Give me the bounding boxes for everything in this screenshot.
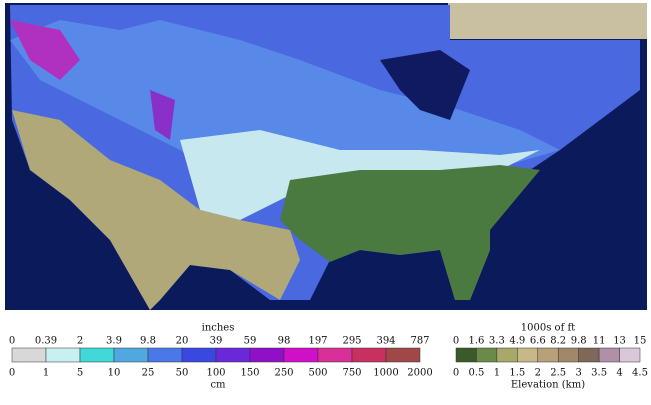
top-label: 8.2 [550,336,566,347]
canada-land [448,3,647,39]
top-label: 9.8 [140,336,156,347]
color-swatch [537,347,559,363]
snow-light [180,130,540,220]
snow-mid [10,20,560,180]
top-label: 20 [176,336,189,347]
bottom-label: 3 [575,368,581,379]
legend-unit: cm [210,380,226,391]
legend-unit: Elevation (km) [511,380,585,391]
top-label: 15 [634,336,647,347]
top-label: 6.6 [530,336,546,347]
bottom-label: 150 [240,368,259,379]
bottom-label: 250 [274,368,293,379]
color-swatch [147,347,183,363]
color-swatch [45,347,81,363]
color-swatch [496,347,518,363]
snow-legend: inches cm 0 0.39 2 3.9 9.8 20 39 59 98 197 295 394 7… [9,323,433,391]
top-label: 0.39 [35,336,57,347]
bottom-label: 25 [142,368,155,379]
color-swatch [476,347,498,363]
bottom-label: 4 [616,368,622,379]
top-label: 787 [410,336,429,347]
top-label: 394 [376,336,395,347]
color-swatch [11,347,47,363]
top-label: 1.6 [468,336,484,347]
top-label: 98 [278,336,291,347]
color-swatch [283,347,319,363]
bottom-label: 1 [494,368,500,379]
bottom-label: 5 [77,368,83,379]
bottom-label: 3.5 [591,368,607,379]
bottom-label: 0 [453,368,459,379]
legend-title: 1000s of ft [521,323,575,334]
bottom-label: 2 [535,368,541,379]
bottom-label: 50 [176,368,189,379]
map [5,3,647,310]
color-swatch [455,347,477,363]
snow-heavy-nw [10,20,80,80]
bottom-label: 0.5 [468,368,484,379]
color-swatch [249,347,285,363]
top-label: 13 [613,336,626,347]
bottom-label: 500 [308,368,327,379]
bottom-label: 10 [108,368,121,379]
top-label: 0 [453,336,459,347]
color-swatch [598,347,620,363]
color-swatch [317,347,353,363]
color-swatch [79,347,115,363]
top-label: 295 [342,336,361,347]
top-label: 39 [210,336,223,347]
top-label: 4.9 [509,336,525,347]
bottom-label: 0 [9,368,15,379]
color-swatch [113,347,149,363]
color-swatch [578,347,600,363]
bottom-label: 750 [342,368,361,379]
top-label: 2 [77,336,83,347]
land-southwest [12,110,300,310]
color-swatch [181,347,217,363]
bottom-label: 2.5 [550,368,566,379]
bottom-label: 1.5 [509,368,525,379]
top-label: 59 [244,336,257,347]
top-label: 197 [308,336,327,347]
land-southeast [280,165,540,300]
bottom-label: 2000 [407,368,432,379]
top-label: 3.3 [489,336,505,347]
top-label: 9.8 [571,336,587,347]
top-label: 3.9 [106,336,122,347]
elevation-legend: 1000s of ft Elevation (km) 0 1.6 3.3 4.9 6.6… [453,323,648,391]
top-label: 0 [9,336,15,347]
bottom-label: 4.5 [632,368,648,379]
bottom-label: 100 [206,368,225,379]
color-swatch [557,347,579,363]
color-swatch [351,347,387,363]
great-lakes [380,50,470,120]
color-swatch [517,347,539,363]
bottom-label: 1000 [373,368,398,379]
legend-title: inches [202,323,235,334]
color-swatch [385,347,421,363]
top-label: 11 [593,336,606,347]
snow-heavy-rockies [150,90,175,140]
color-swatch [619,347,641,363]
color-swatch [215,347,251,363]
bottom-label: 1 [43,368,49,379]
